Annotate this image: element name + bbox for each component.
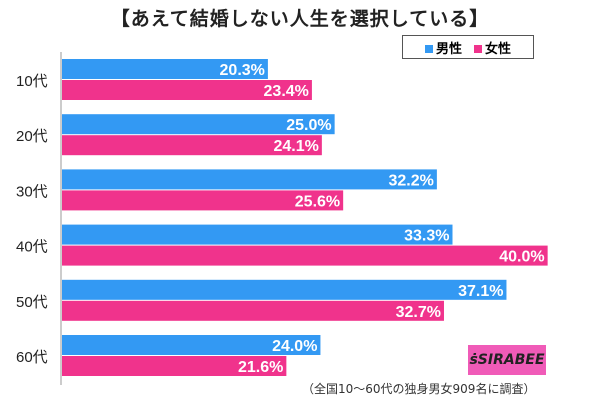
data-label: 33.3%: [404, 228, 449, 245]
data-label: 32.7%: [396, 304, 441, 321]
bar-female: [62, 300, 444, 321]
data-label: 25.0%: [286, 117, 331, 134]
category-label: 60代: [16, 349, 48, 366]
data-label: 24.0%: [272, 338, 317, 355]
data-label: 20.3%: [220, 62, 265, 79]
bar-female: [62, 135, 322, 156]
survey-note: （全国10〜60代の独身男女909名に調査）: [302, 382, 536, 396]
bar-female: [62, 356, 287, 376]
category-label: 40代: [16, 239, 48, 256]
legend-male: 男性: [424, 38, 462, 57]
data-label: 25.6%: [295, 193, 340, 210]
category-label: 20代: [16, 128, 48, 145]
data-label: 21.6%: [238, 359, 283, 376]
bar-male: [62, 114, 335, 135]
legend-female: 女性: [474, 38, 511, 57]
bar-female: [62, 80, 312, 100]
bar-female: [62, 190, 344, 211]
data-label: 23.4%: [264, 83, 309, 100]
chart-title: 【あえて結婚しない人生を選択している】: [110, 8, 490, 30]
sirabee-logo: ṡSIRABEE: [468, 345, 546, 375]
data-label: 24.1%: [273, 138, 318, 155]
data-label: 32.2%: [389, 172, 434, 189]
bar-male: [62, 279, 507, 300]
category-label: 50代: [16, 294, 48, 311]
bar-male: [62, 169, 437, 190]
category-label: 10代: [16, 73, 48, 90]
bar-male: [62, 335, 321, 355]
bar-male: [62, 224, 453, 245]
bar-female: [62, 245, 548, 266]
legend: 男性 女性: [402, 35, 534, 59]
data-label: 37.1%: [458, 283, 503, 300]
category-label: 30代: [16, 183, 48, 200]
data-label: 40.0%: [499, 249, 544, 266]
bar-male: [62, 59, 268, 79]
